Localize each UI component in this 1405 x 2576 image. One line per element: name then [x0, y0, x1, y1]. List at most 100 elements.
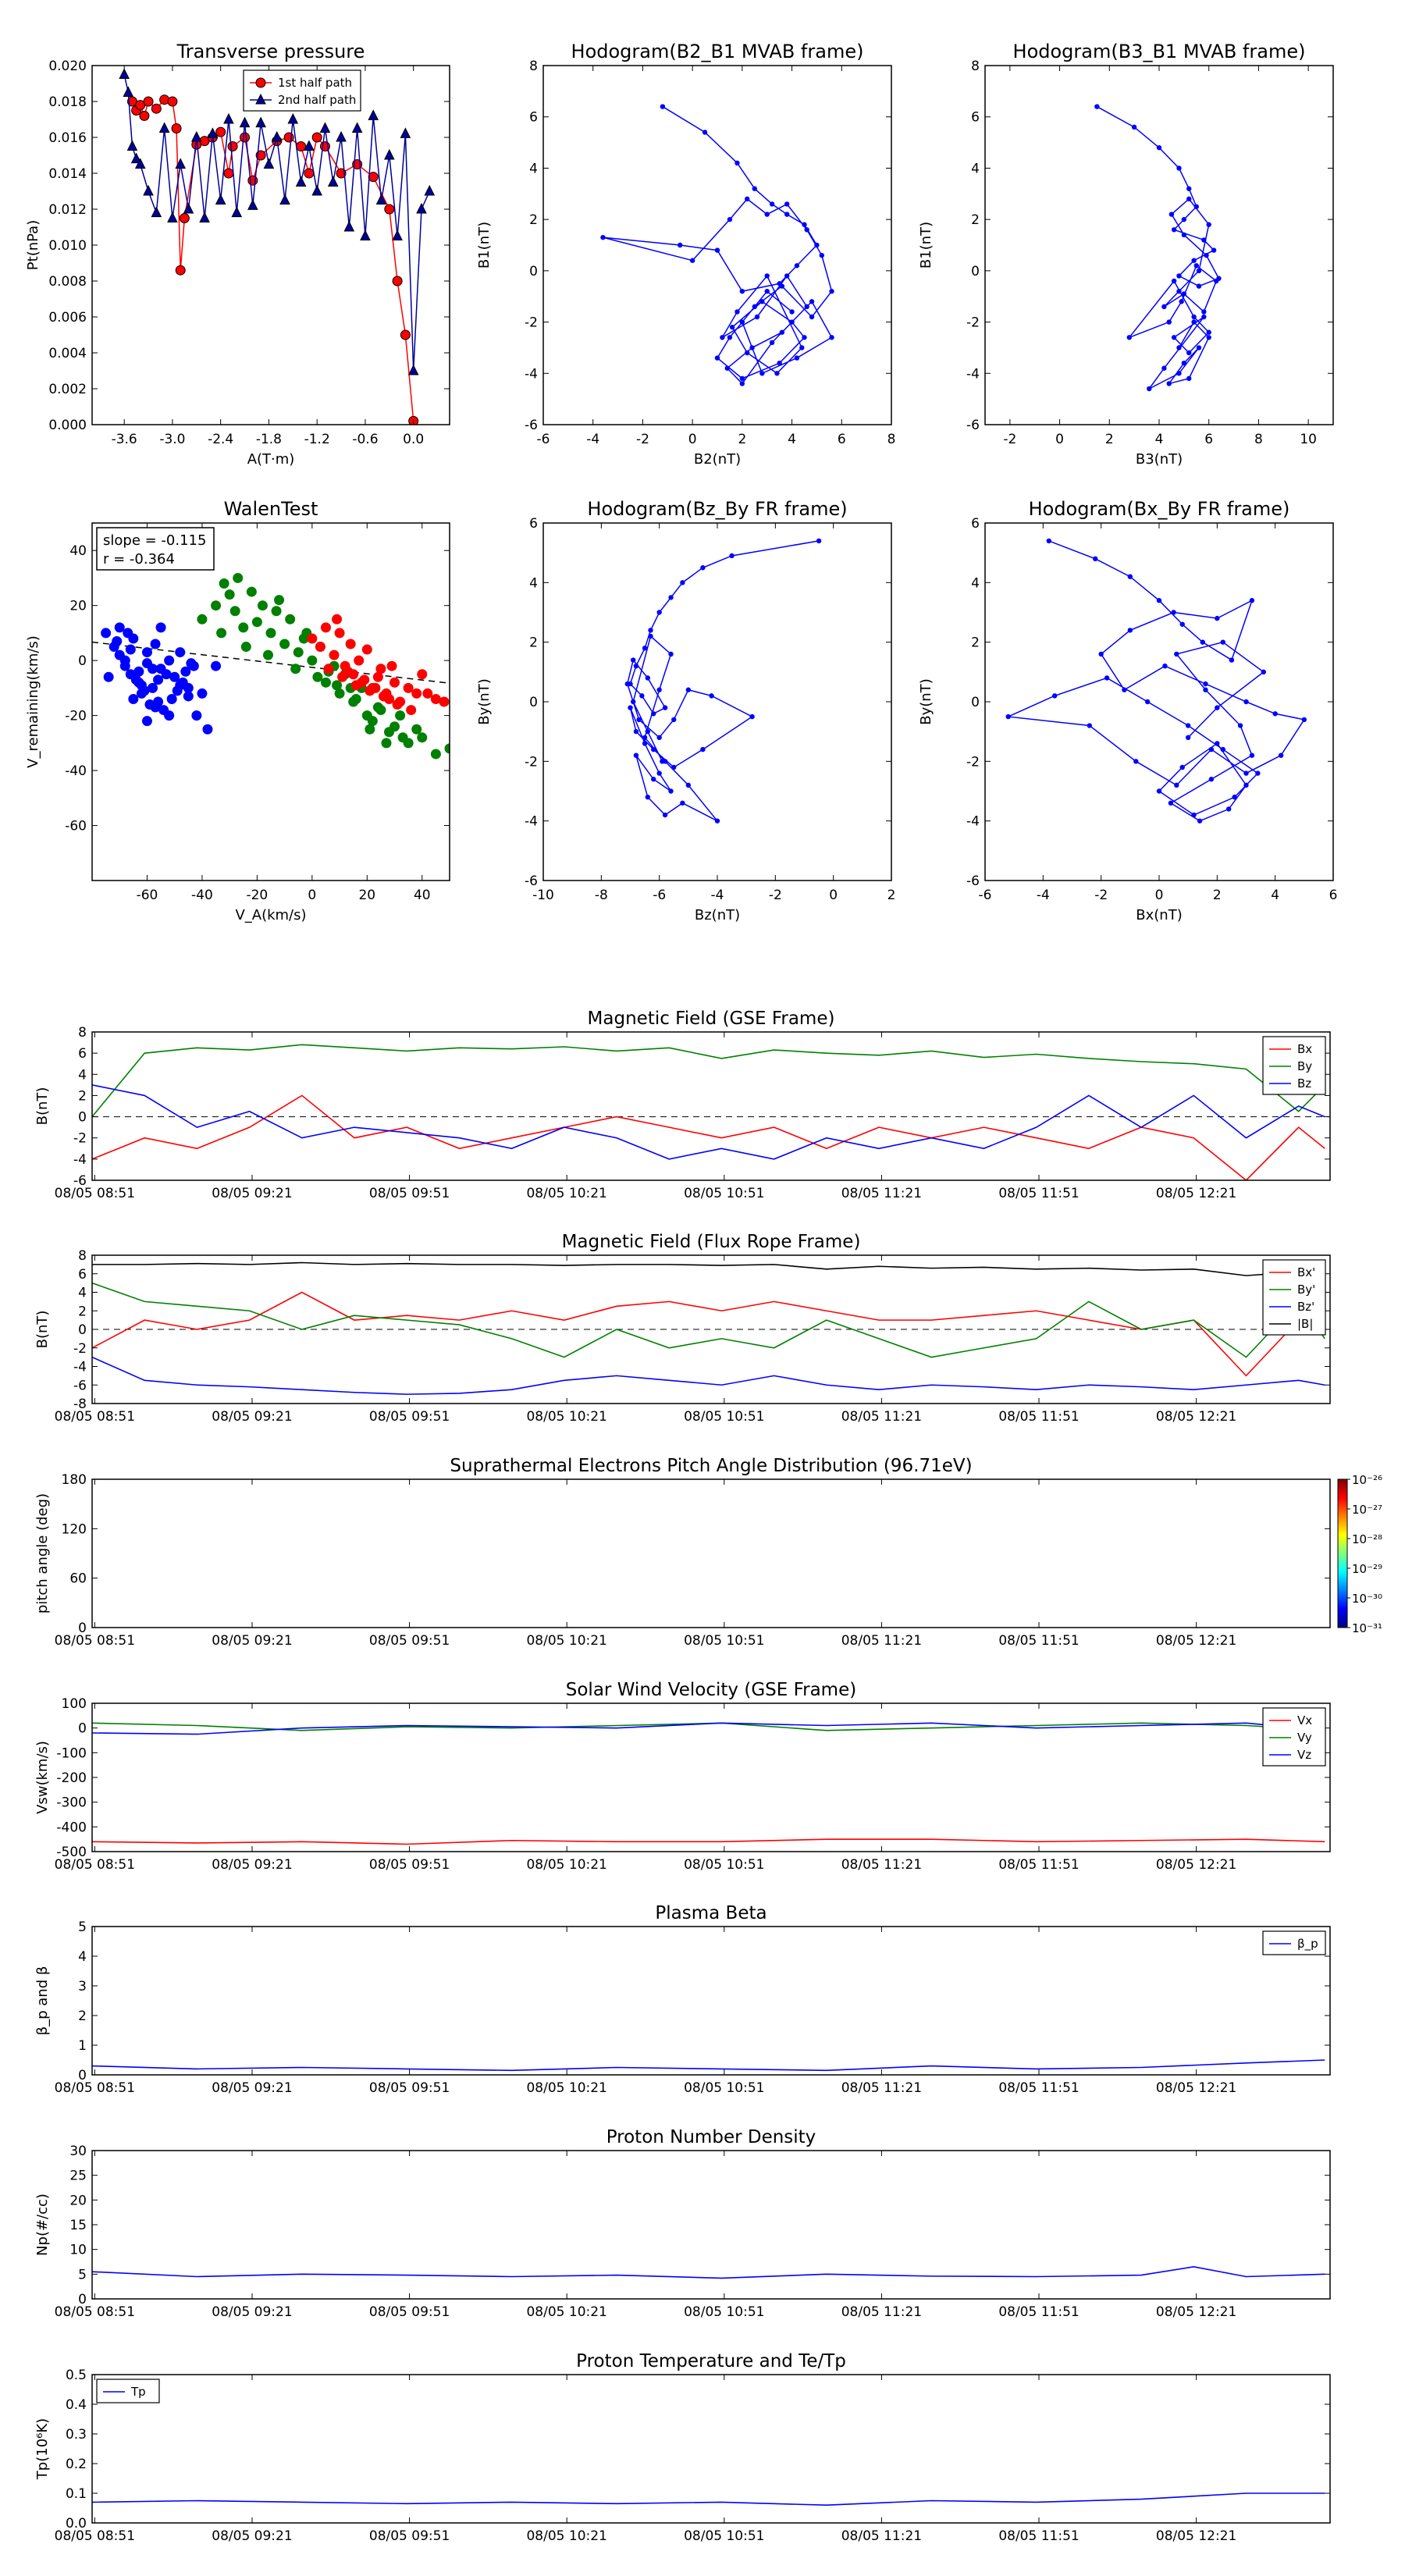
data-point [1261, 669, 1267, 675]
plot-data [92, 1044, 1330, 1180]
data-point [794, 355, 800, 361]
data-point [709, 693, 714, 699]
data-point [329, 649, 340, 660]
y-tick-label: 2 [971, 212, 980, 228]
data-point [784, 212, 790, 217]
x-axis-label: A(T·m) [247, 451, 295, 468]
chart-title: Solar Wind Velocity (GSE Frame) [566, 1680, 856, 1700]
data-point [1232, 794, 1237, 800]
plot-data [1094, 104, 1222, 392]
x-tick-label: -60 [137, 888, 158, 903]
data-point [685, 687, 692, 692]
y-tick-label: -500 [56, 1845, 87, 1860]
x-tick-label: 08/05 09:21 [212, 2080, 292, 2096]
x-tick-label: 08/05 10:21 [526, 1186, 606, 1201]
data-point [1156, 788, 1162, 794]
data-point [600, 234, 606, 240]
data-point [1193, 263, 1199, 269]
axes-frame [91, 1478, 1331, 1628]
x-tick-label: 2 [1213, 888, 1222, 903]
data-point [642, 741, 648, 746]
data-point [702, 130, 708, 135]
data-point [262, 649, 273, 660]
series-line-1 [1005, 540, 1306, 822]
data-point [1181, 360, 1187, 366]
data-point [211, 660, 222, 671]
data-point [1196, 268, 1202, 274]
x-tick-label: 08/05 11:21 [841, 2080, 922, 2096]
chart-title: Suprathermal Electrons Pitch Angle Distr… [450, 1456, 972, 1476]
x-tick-label: 08/05 12:21 [1156, 1186, 1236, 1201]
y-tick-label: 180 [62, 1472, 87, 1488]
x-tick-label: 08/05 12:21 [1156, 1633, 1236, 1649]
data-point [671, 717, 677, 723]
data-point [1186, 350, 1192, 356]
data-point [1171, 278, 1177, 284]
series-line-2 [92, 1282, 1325, 1358]
data-point [227, 141, 238, 151]
data-point [240, 132, 251, 143]
y-tick-label: 0.020 [48, 59, 87, 74]
data-point [1203, 687, 1208, 692]
data-point [389, 721, 400, 732]
data-point [179, 213, 190, 223]
data-point [430, 693, 441, 704]
data-point [1087, 723, 1093, 728]
y-tick-label: 0.016 [48, 130, 87, 146]
y-tick-label: 6 [78, 1046, 87, 1062]
data-point [175, 265, 186, 276]
data-point [119, 655, 130, 666]
data-point [1005, 713, 1011, 720]
x-tick-label: -2.4 [208, 432, 233, 447]
x-tick-label: -0.6 [352, 432, 378, 447]
data-point [231, 206, 243, 218]
y-tick-label: 6 [971, 516, 980, 532]
y-tick-label: 0.000 [48, 418, 87, 433]
y-axis-label: B1(nT) [476, 222, 493, 269]
axes-frame [542, 522, 892, 881]
data-point [1249, 598, 1255, 603]
legend-label: Tp [130, 2385, 146, 2399]
data-point [136, 680, 147, 691]
data-point [143, 96, 154, 107]
legend-label: Bz' [1297, 1300, 1314, 1314]
legend: Bx By Bz [1262, 1036, 1326, 1095]
data-point [202, 724, 213, 735]
data-point [406, 705, 417, 716]
data-point [700, 746, 706, 753]
data-point [804, 304, 809, 310]
data-point [351, 122, 363, 133]
data-point [774, 371, 780, 376]
data-point [1208, 746, 1215, 753]
legend: β_p [1262, 1930, 1326, 1955]
y-tick-label: -4 [525, 814, 538, 830]
x-tick-label: 08/05 09:51 [369, 1186, 450, 1201]
data-point [323, 664, 334, 674]
x-tick-label: -2 [1003, 432, 1016, 447]
x-tick-label: 08/05 08:51 [55, 1633, 135, 1649]
data-point [190, 130, 202, 142]
data-point [257, 600, 268, 611]
y-axis-label: Np(#/cc) [34, 2194, 51, 2256]
data-point [350, 693, 361, 704]
data-point [293, 647, 304, 658]
plot-data [600, 104, 834, 386]
data-point [1166, 319, 1172, 325]
x-tick-label: -4 [586, 432, 599, 447]
chart-title: Hodogram(B3_B1 MVAB frame) [1013, 41, 1306, 62]
data-point [148, 664, 158, 674]
data-point [1191, 258, 1197, 263]
y-tick-label: 0 [78, 1322, 87, 1338]
data-point [384, 204, 395, 215]
data-point [332, 614, 343, 624]
y-tick-label: -40 [65, 763, 87, 779]
data-point [1171, 335, 1177, 340]
x-tick-label: 2 [887, 888, 896, 903]
y-tick-label: 8 [529, 59, 538, 74]
x-tick-label: 08/05 10:51 [684, 1857, 764, 1873]
data-point [1200, 639, 1205, 645]
data-point [784, 273, 790, 279]
chart-panel-10: Solar Wind Velocity (GSE Frame) 08/05 08:… [34, 1680, 1331, 1873]
data-point [727, 335, 733, 340]
